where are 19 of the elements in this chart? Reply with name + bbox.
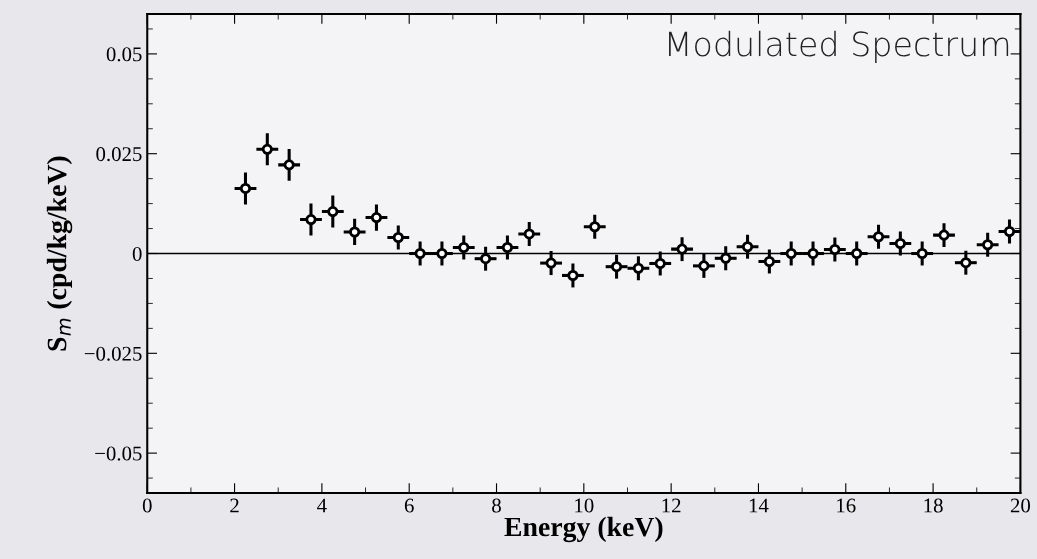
x-tick-label: 14 [749, 498, 769, 513]
y-axis-title: S$_{m}$ (cpd/kg/keV) [46, 156, 73, 351]
x-axis-title: Energy (keV) [504, 516, 663, 543]
y-tick-label: −0.05 [95, 446, 142, 461]
x-tick-label: 8 [492, 498, 501, 513]
y-tick-label: −0.025 [84, 346, 142, 361]
x-tick-label: 6 [404, 498, 414, 513]
x-tick-label: 18 [924, 498, 943, 513]
x-tick-label: 4 [317, 498, 327, 513]
y-tick-label: 0.05 [106, 47, 142, 62]
x-tick-label: 2 [230, 498, 239, 513]
chart-title: Modulated Spectrum [669, 30, 1009, 63]
x-tick-label: 16 [837, 498, 856, 513]
y-tick-label: 0.025 [96, 147, 142, 162]
x-tick-label: 0 [142, 498, 152, 513]
x-tick-label: 12 [662, 498, 681, 513]
x-tick-label: 10 [575, 498, 594, 513]
x-tick-label: 20 [1010, 498, 1031, 513]
y-tick-label: 0 [132, 246, 142, 261]
